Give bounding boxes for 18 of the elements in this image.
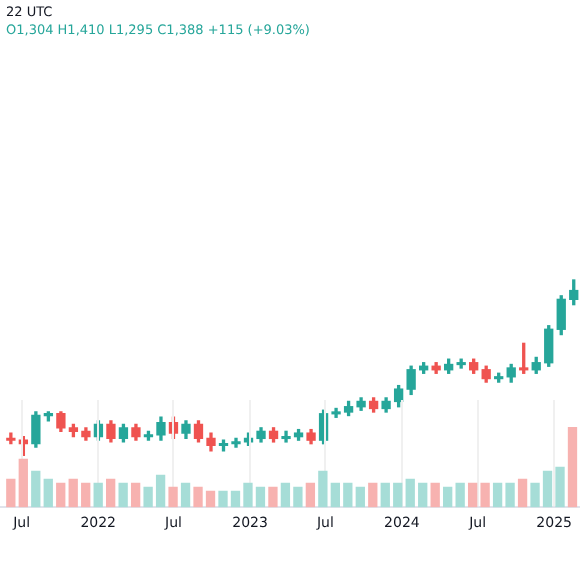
bar — [368, 482, 378, 508]
bar — [93, 482, 103, 508]
bar — [168, 486, 178, 508]
bar — [18, 458, 28, 508]
bar — [130, 482, 141, 508]
bar — [6, 478, 16, 508]
bar — [567, 427, 578, 508]
bar — [118, 482, 128, 508]
bar — [31, 470, 41, 508]
bar — [106, 478, 116, 508]
bar — [180, 482, 191, 508]
bar — [43, 478, 53, 508]
bar — [56, 482, 66, 508]
bar — [430, 482, 440, 508]
bar — [305, 482, 316, 508]
bar — [517, 478, 528, 508]
bar — [355, 486, 365, 508]
bar — [268, 486, 278, 508]
